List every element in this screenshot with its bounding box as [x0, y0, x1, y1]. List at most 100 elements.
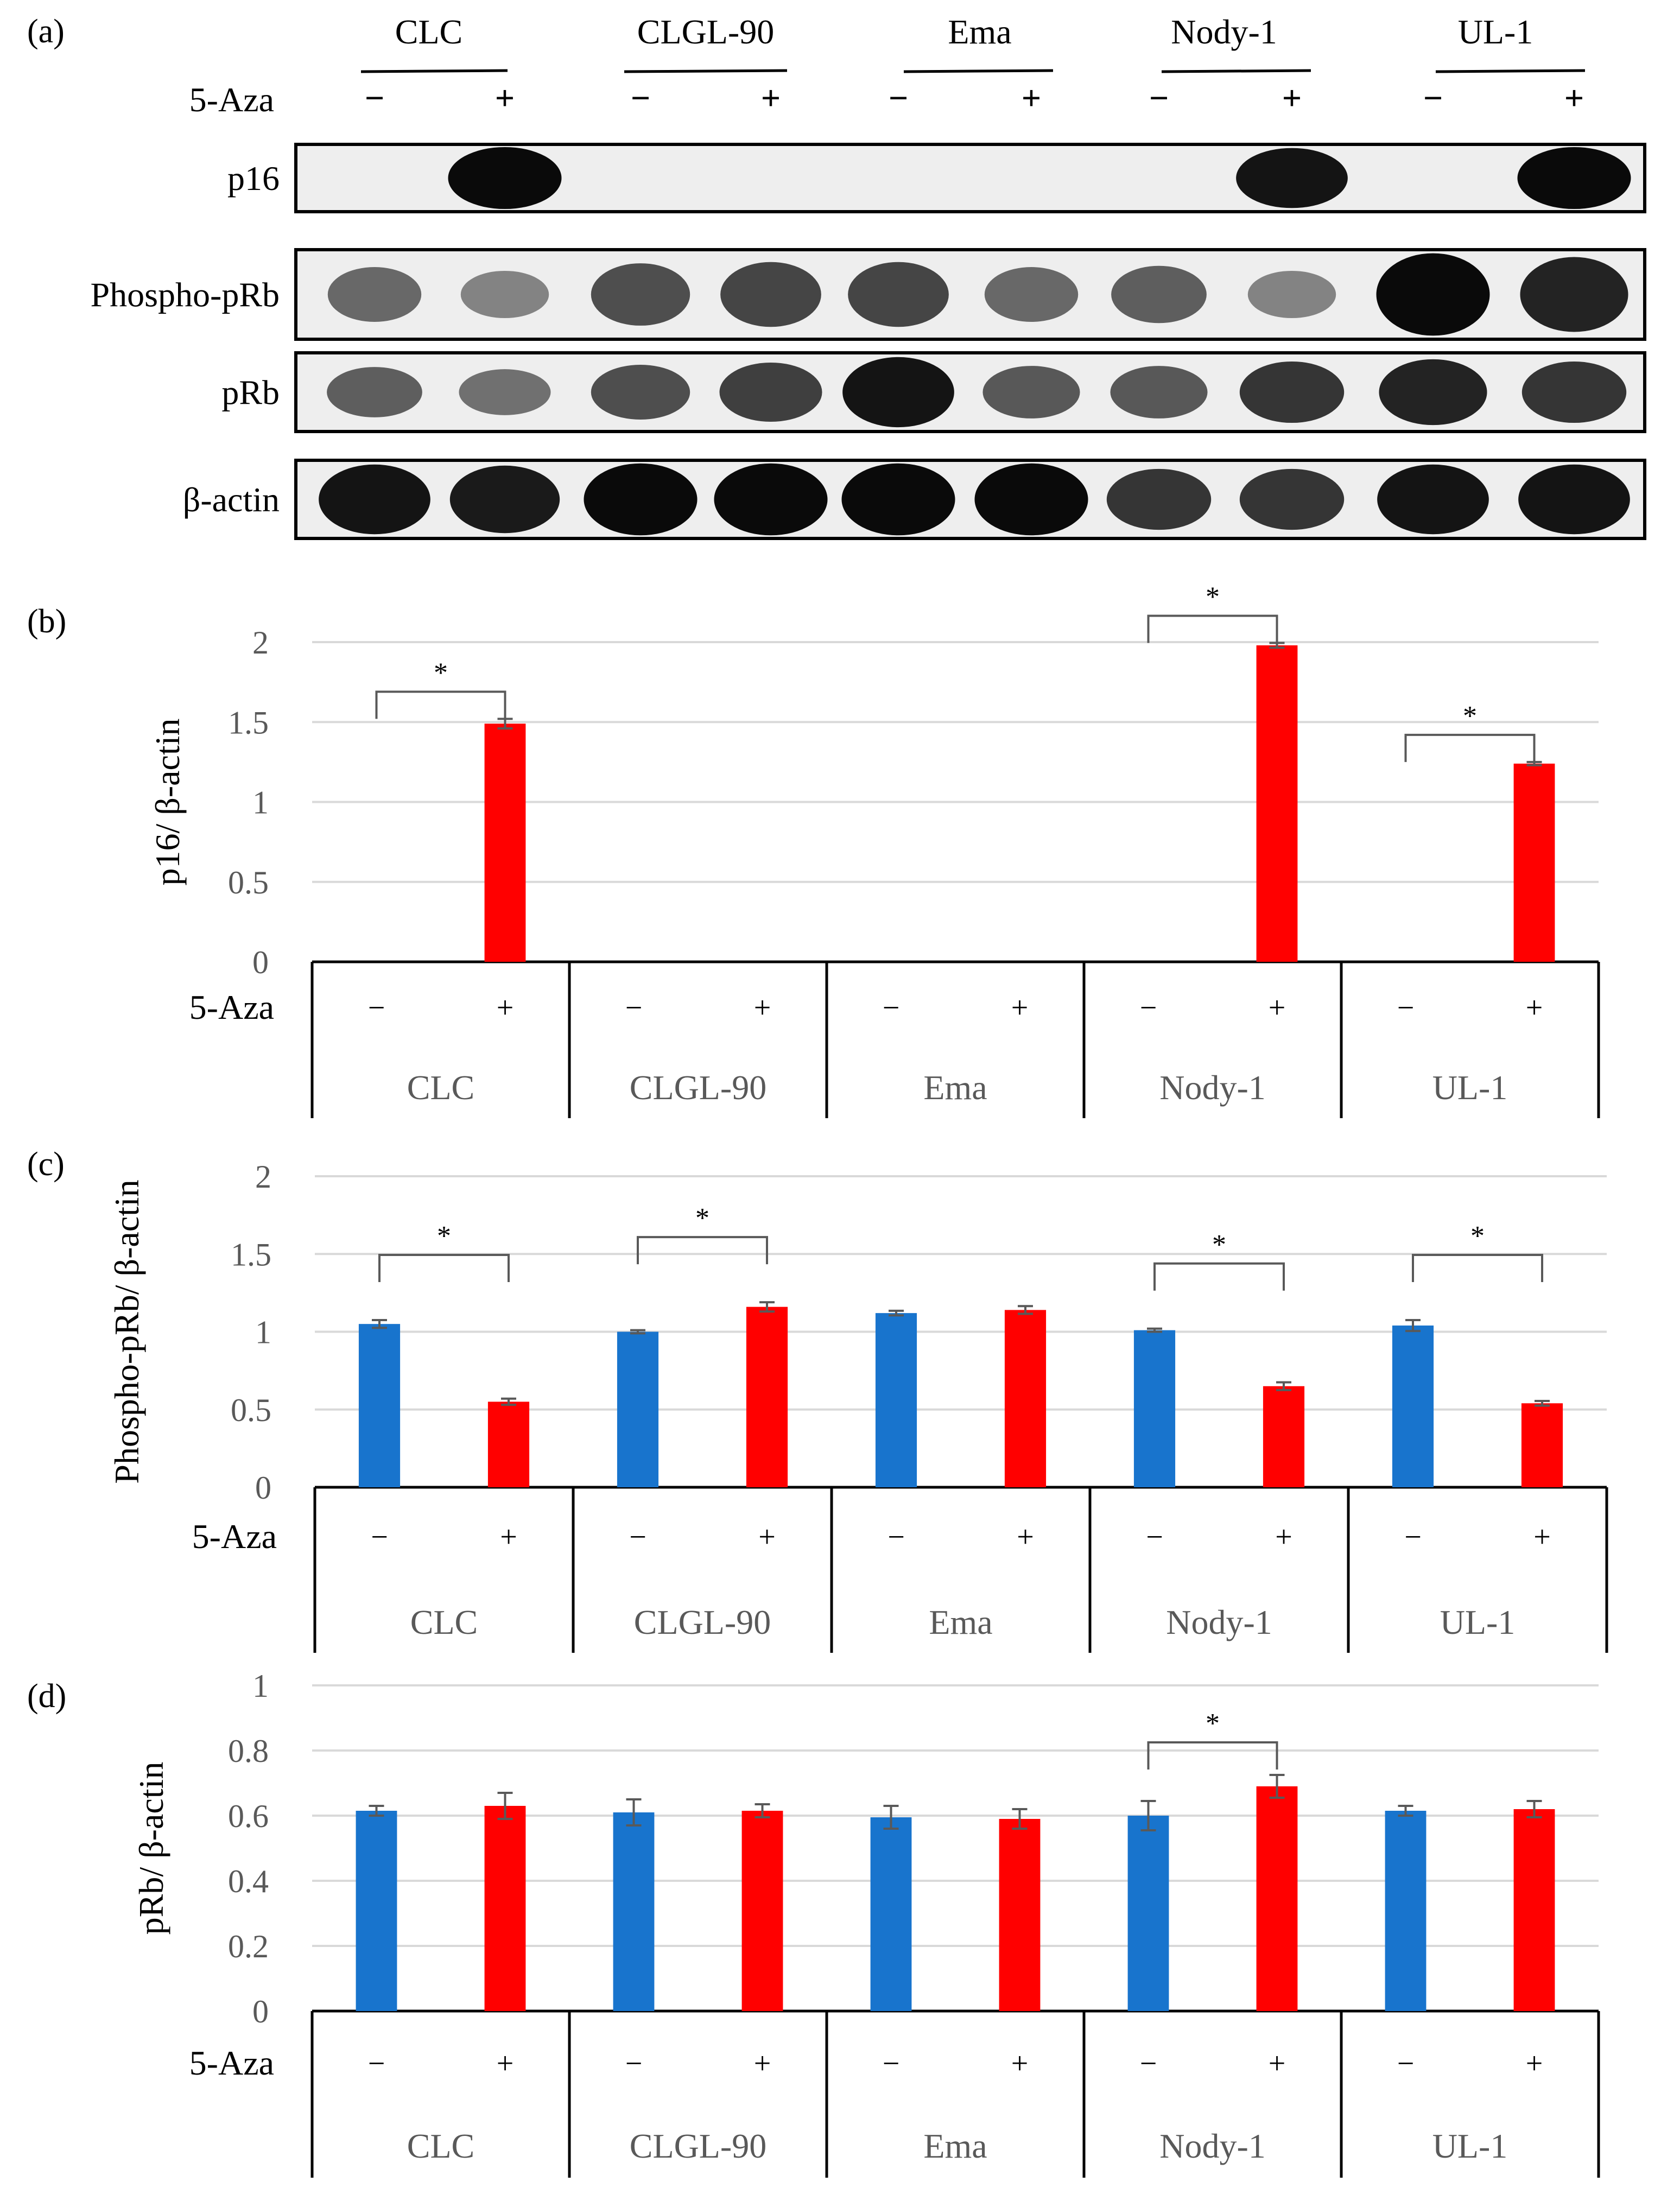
significance-marker: *	[434, 657, 448, 688]
blot-band	[1376, 253, 1490, 336]
blot-band	[848, 262, 949, 327]
y-axis-title: Phospho-pRb/ β-actin	[107, 1179, 146, 1484]
treatment-minus-sign: −	[883, 991, 900, 1025]
blot-band	[1521, 361, 1627, 423]
significance-bracket	[378, 1254, 510, 1283]
y-axis-title: p16/ β-actin	[148, 718, 187, 885]
bar	[484, 724, 526, 962]
treatment-label: 5-Aza	[192, 1517, 277, 1556]
treatment-minus-sign: −	[1146, 1520, 1163, 1554]
category-label: CLC	[410, 1603, 478, 1641]
category-label: UL-1	[1432, 1068, 1508, 1107]
y-tick-label: 1.5	[228, 705, 269, 740]
blot-band	[714, 463, 828, 536]
significance-marker: *	[1470, 1221, 1485, 1252]
significance-marker: *	[1212, 1229, 1226, 1260]
blot-band	[984, 267, 1079, 322]
y-tick-label: 0.5	[231, 1392, 271, 1428]
significance-bracket	[1147, 1741, 1278, 1770]
significance-marker: *	[1463, 701, 1477, 732]
treatment-plus-sign: +	[1017, 1520, 1034, 1554]
bar	[999, 1819, 1041, 2011]
blot-minus-sign: −	[1149, 79, 1169, 117]
blot-strip-border	[294, 248, 1646, 341]
treatment-plus-sign: +	[1526, 2047, 1543, 2081]
treatment-plus-sign: +	[754, 2047, 771, 2081]
bar	[1521, 1403, 1563, 1487]
blot-row-label: Phospho-pRb	[91, 276, 280, 314]
blot-band	[1517, 147, 1631, 210]
treatment-minus-sign: −	[1404, 1520, 1422, 1554]
blot-band	[591, 263, 690, 326]
panel-label-a: (a)	[27, 13, 65, 50]
treatment-minus-sign: −	[1397, 2047, 1415, 2081]
blot-band	[448, 147, 562, 210]
treatment-minus-sign: −	[368, 991, 385, 1025]
western-blot-panel: CLC CLGL-90 Ema Nody-1 UL-1 5-Aza − + − + − + − + − + p1…	[91, 12, 1646, 540]
blot-cell-line-label: CLC	[395, 12, 462, 51]
bar	[487, 1401, 530, 1487]
category-label: Ema	[929, 1603, 992, 1641]
significance-bracket	[637, 1236, 768, 1265]
blot-row-label: p16	[227, 159, 280, 198]
bar	[1392, 1326, 1434, 1487]
significance-bracket	[1412, 1254, 1543, 1283]
blot-band	[460, 270, 549, 319]
category-label: UL-1	[1440, 1603, 1516, 1641]
p16-bar-chart: 0 0.5 1 1.5 2 p16/ β-actin 5-Aza CLC − + * CLGL-90 −…	[148, 581, 1600, 1118]
blot-band	[584, 463, 698, 536]
bar	[1513, 1809, 1555, 2011]
panel-label-b: (b)	[27, 603, 66, 640]
blot-strip-border	[294, 143, 1646, 213]
significance-bracket	[1404, 733, 1536, 762]
bar	[1385, 1811, 1427, 2011]
blot-cell-line-label: UL-1	[1458, 12, 1533, 51]
significance-marker: *	[1206, 1708, 1220, 1739]
prb-bar-chart: 0 0.2 0.4 0.6 0.8 1 pRb/ β-actin 5-Aza CLC − + CLGL…	[132, 1668, 1600, 2178]
phospho-prb-bar-chart: 0 0.5 1 1.5 2 Phospho-pRb/ β-actin 5-Aza CLC − + *…	[107, 1159, 1608, 1653]
blot-band	[327, 367, 422, 417]
y-tick-label: 0	[252, 1994, 269, 2030]
blot-band	[1239, 468, 1345, 530]
significance-bracket	[1153, 1262, 1285, 1291]
treatment-plus-sign: +	[758, 1520, 776, 1554]
blot-cell-line-label: Nody-1	[1171, 12, 1277, 51]
treatment-plus-sign: +	[497, 991, 514, 1025]
treatment-minus-sign: −	[625, 2047, 643, 2081]
category-label: Ema	[923, 1068, 987, 1107]
blot-plus-sign: +	[1022, 79, 1041, 117]
blot-group-line	[624, 69, 788, 73]
blot-plus-sign: +	[1564, 79, 1584, 117]
blot-group-line	[1161, 69, 1311, 73]
bar	[1004, 1310, 1047, 1487]
bar	[875, 1313, 917, 1487]
treatment-plus-sign: +	[1533, 1520, 1551, 1554]
y-tick-label: 1	[252, 1668, 269, 1704]
blot-band	[1247, 270, 1336, 319]
blot-band	[1111, 265, 1207, 324]
blot-minus-sign: −	[1423, 79, 1443, 117]
y-tick-label: 0.2	[228, 1929, 269, 1964]
blot-band	[1239, 361, 1345, 423]
blot-cell-line-label: Ema	[948, 12, 1011, 51]
treatment-plus-sign: +	[1011, 2047, 1029, 2081]
bar	[741, 1811, 783, 2011]
y-axis-title: pRb/ β-actin	[132, 1762, 170, 1935]
category-label: UL-1	[1432, 2127, 1508, 2165]
blot-band	[1110, 366, 1208, 418]
significance-bracket	[1147, 614, 1278, 643]
blot-minus-sign: −	[889, 79, 908, 117]
bar	[870, 1817, 912, 2011]
treatment-label: 5-Aza	[189, 2044, 274, 2082]
blot-band	[449, 465, 560, 534]
y-tick-label: 0	[252, 944, 269, 980]
treatment-minus-sign: −	[1397, 991, 1415, 1025]
y-tick-label: 0.5	[228, 865, 269, 900]
bar	[1256, 1786, 1298, 2011]
treatment-plus-sign: +	[500, 1520, 517, 1554]
bar	[1263, 1386, 1305, 1487]
blot-treatment-label: 5-Aza	[189, 80, 274, 119]
y-tick-label: 2	[255, 1159, 271, 1195]
treatment-minus-sign: −	[368, 2047, 385, 2081]
